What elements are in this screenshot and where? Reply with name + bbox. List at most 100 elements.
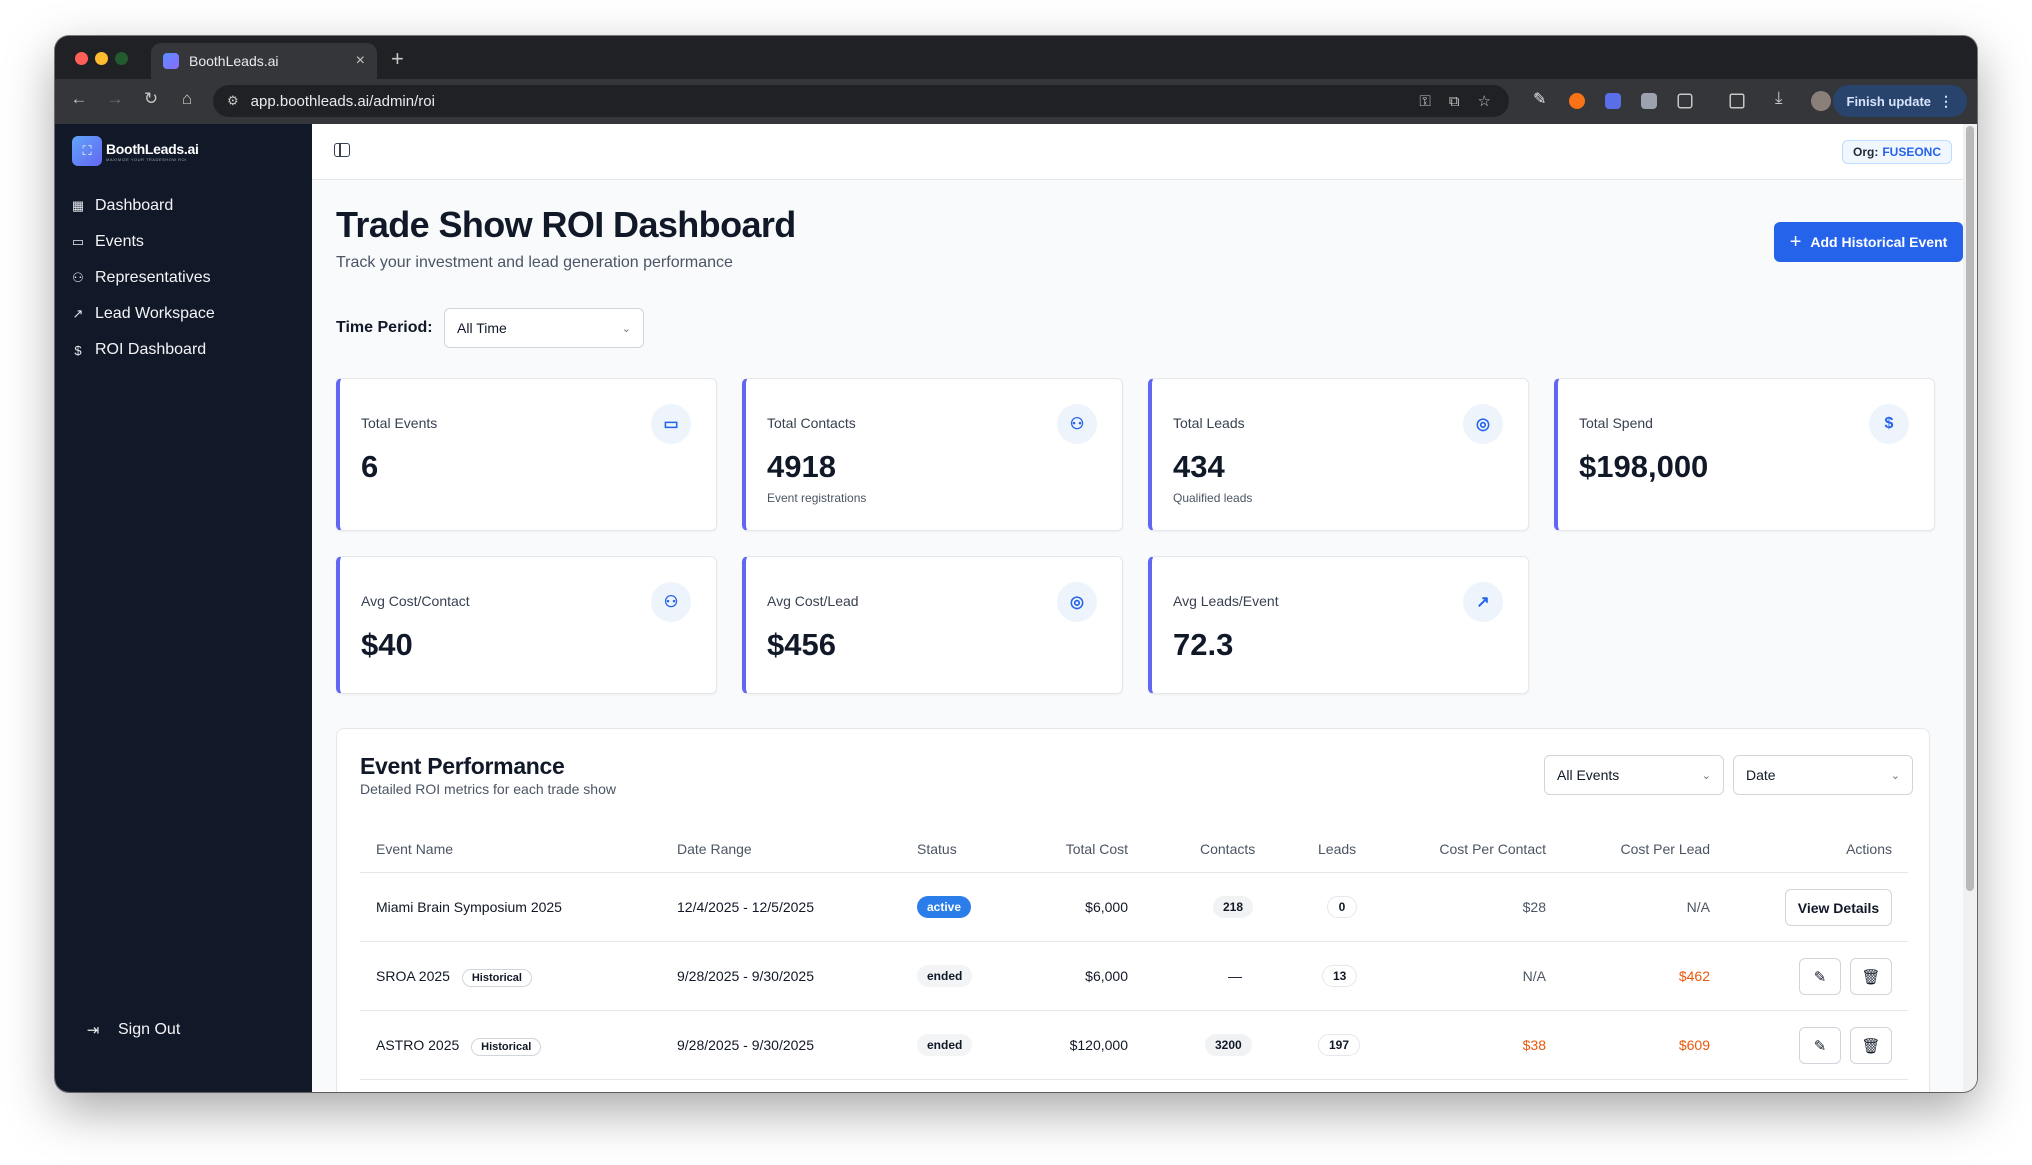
chevron-down-icon: ⌄ xyxy=(621,322,631,335)
table-row: SROA 2025 Historical 9/28/2025 - 9/30/20… xyxy=(360,942,1908,1011)
stat-value: $198,000 xyxy=(1579,449,1709,484)
event-name[interactable]: Miami Brain Symposium 2025 xyxy=(376,899,562,915)
logo-icon: ⛶ xyxy=(72,136,102,166)
profile-avatar[interactable] xyxy=(1811,91,1831,111)
download-icon[interactable]: ⤓ xyxy=(1775,88,1783,107)
bookmark-star-icon[interactable]: ☆ xyxy=(1477,93,1491,110)
status-badge: ended xyxy=(917,1034,973,1056)
zoom-window-button[interactable] xyxy=(115,52,128,65)
event-name-cell: ASTRO 2025 Historical xyxy=(376,1037,542,1056)
finish-update-button[interactable]: Finish update ⋮ xyxy=(1832,85,1967,117)
favicon-icon xyxy=(163,53,179,69)
forward-icon[interactable]: → xyxy=(106,89,124,108)
leads-count: 0 xyxy=(1327,896,1357,918)
sidebar-item-representatives[interactable]: ⚇ Representatives xyxy=(71,260,301,296)
sidebar-item-events[interactable]: ▭ Events xyxy=(71,224,301,260)
section-subtitle: Detailed ROI metrics for each trade show xyxy=(360,781,616,797)
sort-value: Date xyxy=(1746,767,1776,783)
install-app-icon[interactable]: ⧉ xyxy=(1448,92,1460,110)
reload-icon[interactable]: ↻ xyxy=(143,89,159,108)
contacts-count: 218 xyxy=(1213,896,1254,918)
sidebar-item-dashboard[interactable]: ▦ Dashboard xyxy=(71,188,301,224)
column-header[interactable]: Cost Per Lead xyxy=(1620,841,1711,857)
main-content: Org: FUSEONC Trade Show ROI Dashboard Tr… xyxy=(312,124,1963,1092)
top-bar: Org: FUSEONC xyxy=(312,124,1963,180)
scrollbar-thumb[interactable] xyxy=(1966,126,1974,891)
chevron-down-icon: ⌄ xyxy=(1701,769,1711,782)
back-icon[interactable]: ← xyxy=(70,89,88,108)
home-icon[interactable]: ⌂ xyxy=(181,89,193,108)
column-header[interactable]: Cost Per Contact xyxy=(1439,841,1546,857)
url-text[interactable]: app.boothleads.ai/admin/roi xyxy=(250,92,435,110)
brand-logo[interactable]: ⛶ BoothLeads.ai MAXIMIZE YOUR TRADESHOW … xyxy=(72,136,199,166)
view-details-button[interactable]: View Details xyxy=(1785,889,1892,926)
table-header: Event Name Date Range Status Total Cost … xyxy=(360,826,1908,873)
target-icon: ◎ xyxy=(1463,404,1503,444)
time-period-select[interactable]: All Time ⌄ xyxy=(444,308,644,348)
sidebar-item-label: Events xyxy=(95,233,144,250)
event-name[interactable]: ASTRO 2025 xyxy=(376,1037,460,1053)
sidebar-item-label: Lead Workspace xyxy=(95,305,215,322)
new-tab-button[interactable]: + xyxy=(391,46,404,71)
app: ⛶ BoothLeads.ai MAXIMIZE YOUR TRADESHOW … xyxy=(55,124,1977,1092)
tab-close-icon[interactable]: × xyxy=(355,52,365,69)
sort-select[interactable]: Date ⌄ xyxy=(1733,755,1913,795)
events-filter-value: All Events xyxy=(1557,767,1620,783)
extension-icon[interactable] xyxy=(1605,93,1621,109)
contacts-count: — xyxy=(1228,968,1242,984)
column-header[interactable]: Event Name xyxy=(376,841,454,857)
password-key-icon[interactable]: ⚿ xyxy=(1419,92,1431,110)
column-header[interactable]: Status xyxy=(917,841,957,857)
sidebar-item-label: Dashboard xyxy=(95,197,174,214)
address-bar[interactable]: ⚙ app.boothleads.ai/admin/roi ⚿ ⧉ ☆ xyxy=(213,85,1509,117)
events-filter-select[interactable]: All Events ⌄ xyxy=(1544,755,1724,795)
sidebar-item-label: ROI Dashboard xyxy=(95,341,207,358)
cost-per-contact: $28 xyxy=(1522,899,1546,915)
delete-event-button[interactable]: 🗑 xyxy=(1850,1027,1892,1064)
extensions-puzzle-icon[interactable] xyxy=(1677,93,1693,109)
stat-label: Avg Leads/Event xyxy=(1173,593,1279,609)
status-badge: active xyxy=(917,896,972,918)
add-historical-event-button[interactable]: + Add Historical Event xyxy=(1774,222,1963,262)
stat-value: 434 xyxy=(1173,449,1225,484)
extension-icon[interactable] xyxy=(1569,93,1585,109)
cost-per-lead: $462 xyxy=(1678,968,1710,984)
sign-out-label: Sign Out xyxy=(118,1021,181,1038)
trending-up-icon: ↗ xyxy=(1463,582,1503,622)
table-row: Miami Brain Symposium 2025 12/4/2025 - 1… xyxy=(360,873,1908,942)
event-name[interactable]: SROA 2025 xyxy=(376,968,450,984)
sidebar-toggle-icon[interactable] xyxy=(334,143,350,157)
stat-value: $456 xyxy=(767,627,836,662)
historical-badge: Historical xyxy=(471,1038,542,1056)
browser-tab[interactable]: BoothLeads.ai × xyxy=(151,43,377,79)
column-header: Actions xyxy=(1846,841,1892,857)
edit-event-button[interactable]: ✎ xyxy=(1799,1027,1841,1064)
close-window-button[interactable] xyxy=(75,52,88,65)
column-header[interactable]: Date Range xyxy=(677,841,752,857)
sidebar-item-roi-dashboard[interactable]: $ ROI Dashboard xyxy=(71,332,301,368)
minimize-window-button[interactable] xyxy=(95,52,108,65)
reading-mode-icon[interactable] xyxy=(1729,93,1745,109)
trending-up-icon: ↗ xyxy=(72,306,84,321)
sidebar-nav: ▦ Dashboard ▭ Events ⚇ Representatives ↗… xyxy=(71,188,301,368)
stat-label: Total Leads xyxy=(1173,415,1245,431)
site-info-icon[interactable]: ⚙ xyxy=(227,93,239,108)
edit-event-button[interactable]: ✎ xyxy=(1799,958,1841,995)
page-title: Trade Show ROI Dashboard xyxy=(336,204,796,245)
column-header[interactable]: Contacts xyxy=(1200,841,1256,857)
stat-card-total-contacts: Total Contacts 4918 Event registrations … xyxy=(742,378,1123,531)
sidebar-item-lead-workspace[interactable]: ↗ Lead Workspace xyxy=(71,296,301,332)
column-header[interactable]: Leads xyxy=(1318,841,1357,857)
extension-icon[interactable] xyxy=(1641,93,1657,109)
pen-extension-icon[interactable]: ✎ xyxy=(1533,91,1547,108)
delete-event-button[interactable]: 🗑 xyxy=(1850,958,1892,995)
column-header[interactable]: Total Cost xyxy=(1065,841,1128,857)
tab-strip: BoothLeads.ai × + xyxy=(55,36,1977,79)
contacts-count: 3200 xyxy=(1205,1034,1252,1056)
sign-out-button[interactable]: ⇥ Sign Out xyxy=(86,1021,181,1039)
section-title: Event Performance xyxy=(360,753,565,779)
sidebar: ⛶ BoothLeads.ai MAXIMIZE YOUR TRADESHOW … xyxy=(55,124,312,1092)
calendar-icon: ▭ xyxy=(651,404,691,444)
page-scrollbar[interactable] xyxy=(1963,124,1977,1092)
cost-per-contact: N/A xyxy=(1522,968,1546,984)
